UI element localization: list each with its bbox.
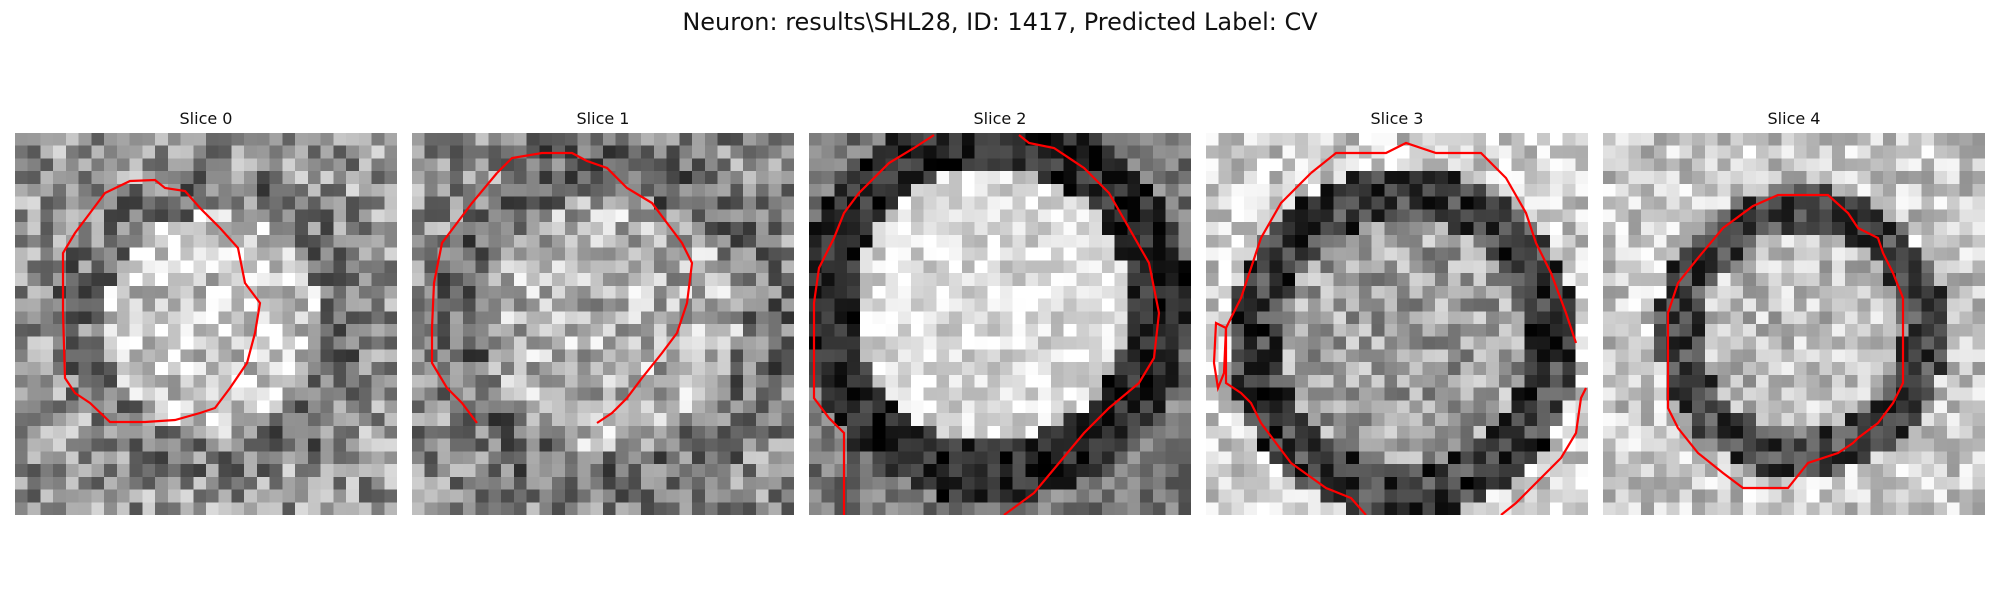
contour-line-4 <box>1668 195 1903 488</box>
slice-title-0: Slice 0 <box>15 108 397 130</box>
slice-panel-4: Slice 4 <box>1603 108 1985 130</box>
slice-panel-2: Slice 2 <box>809 108 1191 130</box>
contour-line-3a <box>1311 143 1576 343</box>
slice-panel-0: Slice 0 <box>15 108 397 130</box>
slice-title-2: Slice 2 <box>809 108 1191 130</box>
slice-title-1: Slice 1 <box>412 108 794 130</box>
slice-panel-1: Slice 1 <box>412 108 794 130</box>
contour-line-2b <box>1004 135 1159 515</box>
contour-overlay-0 <box>15 133 397 515</box>
contour-line-0 <box>63 180 260 422</box>
contour-line-2a <box>814 135 934 515</box>
contour-line-1 <box>497 153 692 423</box>
contour-line-3c <box>1501 388 1586 515</box>
contour-overlay-2 <box>809 133 1191 515</box>
contour-overlay-4 <box>1603 133 1985 515</box>
slice-title-4: Slice 4 <box>1603 108 1985 130</box>
contour-overlay-1 <box>412 133 794 515</box>
figure-title: Neuron: results\SHL28, ID: 1417, Predict… <box>0 8 2000 36</box>
slice-panel-3: Slice 3 <box>1206 108 1588 130</box>
contour-overlay-3 <box>1206 133 1588 515</box>
slice-title-3: Slice 3 <box>1206 108 1588 130</box>
contour-line-3b <box>1226 173 1366 515</box>
